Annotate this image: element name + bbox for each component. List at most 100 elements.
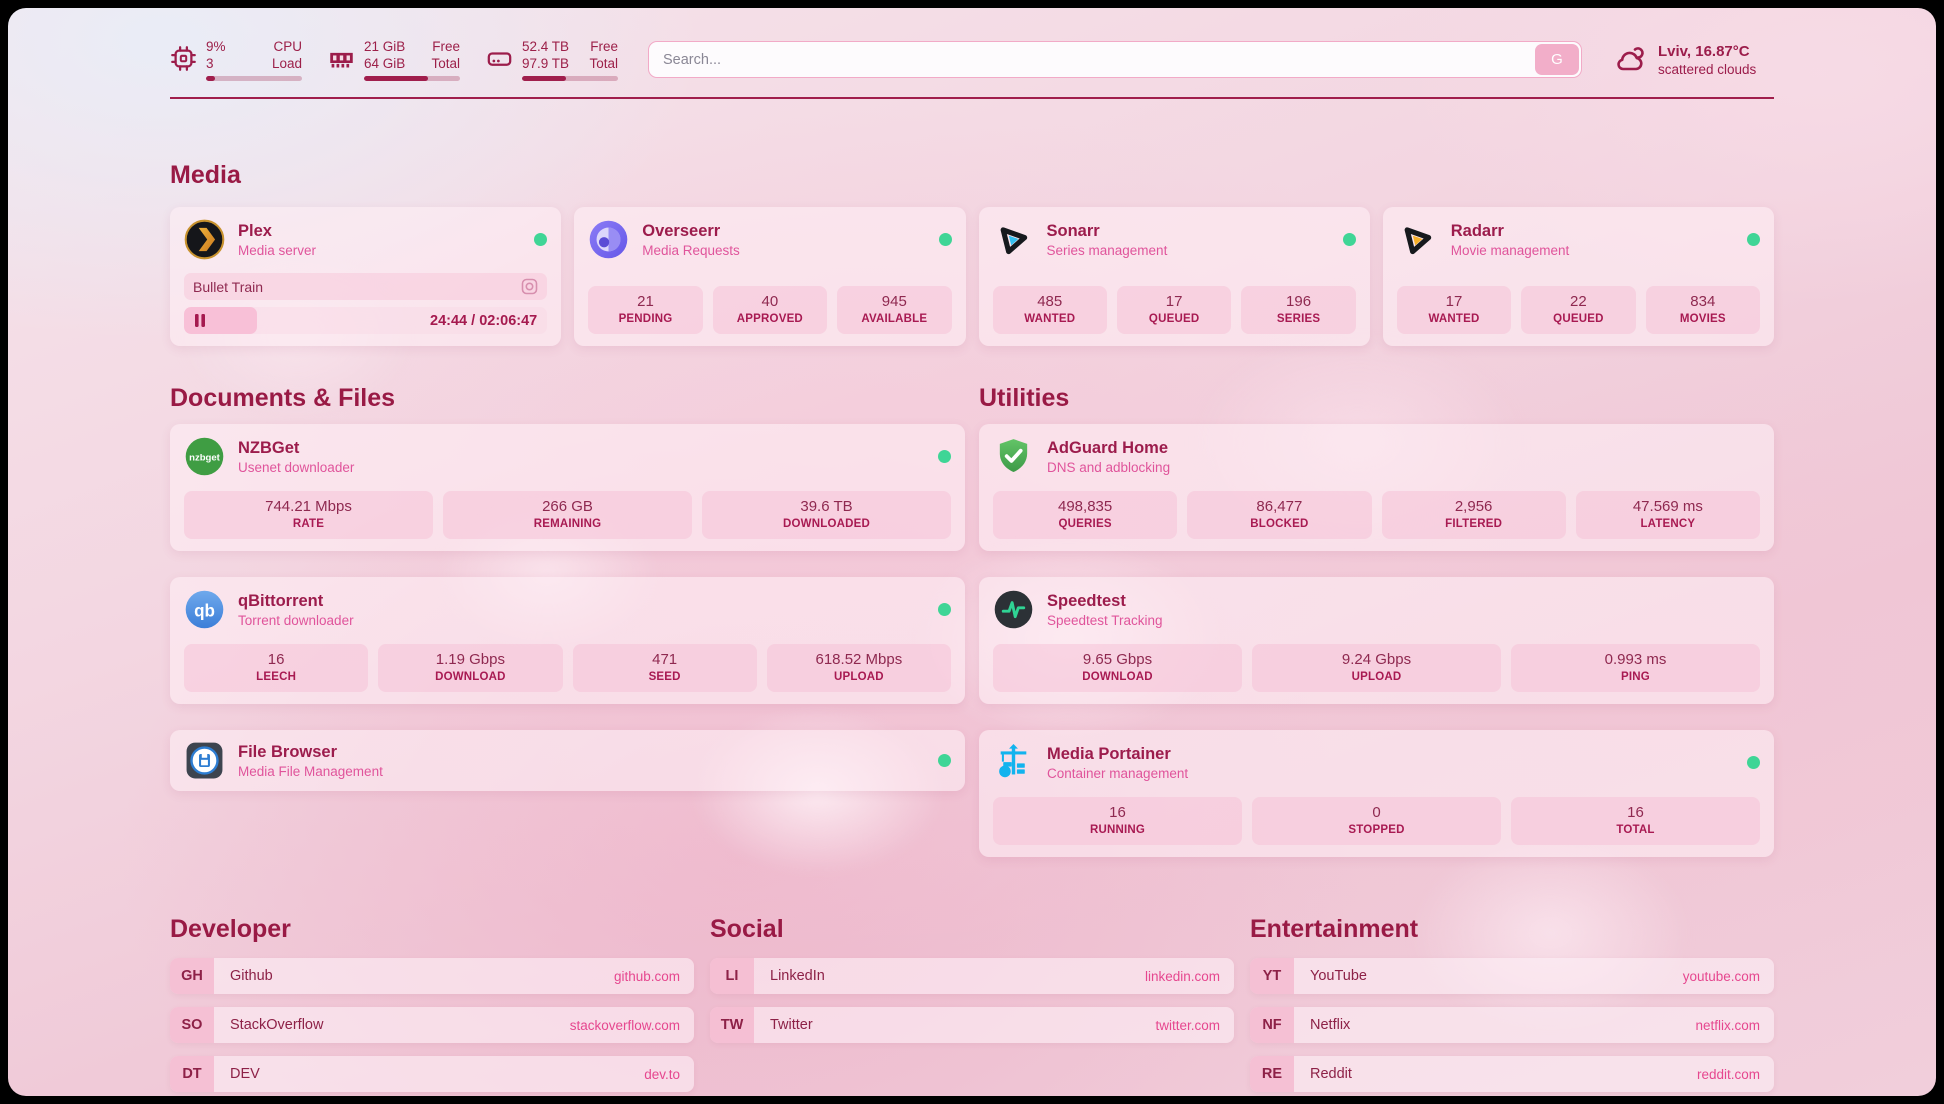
stat-available: 945 AVAILABLE [837, 286, 952, 334]
app-card-overseerr[interactable]: Overseerr Media Requests 21 PENDING 40 A… [574, 207, 966, 346]
app-description: Media File Management [238, 763, 383, 779]
total-label: Total [589, 56, 618, 71]
link-github[interactable]: GH Github github.com [170, 958, 694, 994]
app-description: Movie management [1450, 242, 1570, 258]
ram-metric-widget: 21 GiB 64 GiB Free Total [328, 38, 460, 81]
stat-stopped: 0 STOPPED [1252, 797, 1501, 845]
app-card-radarr[interactable]: Radarr Movie management 17 WANTED 22 QUE… [1382, 207, 1774, 346]
app-description: Container management [1047, 765, 1189, 781]
stat-leech: 16 LEECH [184, 644, 369, 692]
link-reddit[interactable]: RE Reddit reddit.com [1250, 1056, 1774, 1092]
link-netflix[interactable]: NF Netflix netflix.com [1250, 1007, 1774, 1043]
link-badge: DT [170, 1056, 214, 1092]
link-linkedin[interactable]: LI LinkedIn linkedin.com [710, 958, 1234, 994]
stat-blocked: 86,477 BLOCKED [1187, 491, 1372, 539]
playback-progress-bar[interactable]: 24:44 / 02:06:47 [184, 307, 548, 334]
status-dot [1747, 756, 1760, 769]
ram-free-value: 21 GiB [364, 39, 406, 54]
link-dev[interactable]: DT DEV dev.to [170, 1056, 694, 1092]
system-metrics: 9% 3 CPU Load [170, 38, 618, 81]
weather-location-temp: Lviv, 16.87°C [1658, 42, 1750, 60]
app-description: Media Requests [642, 242, 740, 258]
link-name: DEV [230, 1066, 260, 1082]
link-stackoverflow[interactable]: SO StackOverflow stackoverflow.com [170, 1007, 694, 1043]
weather-widget: Lviv, 16.87°C scattered clouds [1614, 42, 1774, 78]
cpu-label: CPU [273, 39, 302, 54]
stat-seed: 471 SEED [572, 644, 757, 692]
app-card-speedtest[interactable]: Speedtest Speedtest Tracking 9.65 Gbps D… [979, 577, 1774, 704]
ram-icon [328, 45, 355, 72]
link-url: dev.to [644, 1066, 680, 1082]
status-dot [534, 233, 548, 246]
total-label: Total [431, 56, 460, 71]
section-title-developer: Developer [170, 915, 291, 943]
app-card-nzbget[interactable]: nzbget NZBGet Usenet downloader 744.21 M… [170, 424, 965, 551]
cpu-usage-value: 9% [206, 39, 226, 54]
section-title-entertainment: Entertainment [1250, 915, 1419, 943]
now-playing-title: Bullet Train [193, 278, 264, 295]
stat-wanted: 17 WANTED [1396, 286, 1512, 334]
svg-text:qb: qb [194, 601, 215, 620]
disk-metric-widget: 52.4 TB 97.9 TB Free Total [486, 38, 618, 81]
free-label: Free [590, 39, 618, 54]
nzbget-icon: nzbget [184, 436, 225, 477]
link-name: StackOverflow [230, 1017, 324, 1033]
app-name: Media Portainer [1047, 744, 1171, 763]
status-dot [938, 233, 952, 246]
cpu-progress-bar [206, 76, 302, 81]
now-playing-media-icon [521, 278, 538, 295]
pause-button[interactable] [184, 307, 214, 334]
app-card-filebrowser[interactable]: File Browser Media File Management [170, 730, 965, 791]
app-card-adguard[interactable]: AdGuard Home DNS and adblocking 498,835 … [979, 424, 1774, 551]
link-badge: SO [170, 1007, 214, 1043]
cloud-icon [1614, 45, 1648, 75]
app-card-plex[interactable]: Plex Media server Bullet Train [170, 207, 562, 346]
adguard-icon [993, 436, 1034, 477]
stat-series: 196 SERIES [1241, 286, 1356, 334]
disk-total-value: 97.9 TB [522, 56, 570, 71]
weather-condition: scattered clouds [1658, 61, 1757, 77]
stat-remaining: 266 GB REMAINING [443, 491, 692, 539]
link-name: LinkedIn [770, 968, 825, 984]
app-name: Plex [238, 221, 272, 240]
search-engine-button[interactable]: G [1535, 44, 1579, 75]
filebrowser-icon [184, 740, 225, 781]
radarr-icon [1397, 219, 1438, 260]
stat-upload: 618.52 Mbps UPLOAD [766, 644, 951, 692]
status-dot [1342, 233, 1356, 246]
search-input[interactable] [648, 41, 1582, 78]
disk-progress-bar [522, 76, 618, 81]
app-description: DNS and adblocking [1047, 459, 1171, 475]
app-card-sonarr[interactable]: Sonarr Series management 485 WANTED 17 Q… [978, 207, 1370, 346]
status-dot [1747, 233, 1760, 246]
status-dot [938, 450, 951, 463]
svg-text:nzbget: nzbget [189, 452, 221, 463]
link-name: YouTube [1310, 968, 1367, 984]
stat-queued: 17 QUEUED [1116, 286, 1232, 334]
cpu-labels: CPU Load [272, 38, 302, 72]
stat-download: 9.65 Gbps DOWNLOAD [993, 644, 1242, 692]
app-description: Usenet downloader [238, 459, 355, 475]
stat-pending: 21 PENDING [588, 286, 703, 334]
social-section: Social LI LinkedIn linkedin.com TW Twitt… [710, 915, 1234, 1092]
qbittorrent-icon: qb [184, 589, 225, 630]
link-badge: GH [170, 958, 214, 994]
link-name: Github [230, 968, 273, 984]
ram-values: 21 GiB 64 GiB [364, 38, 405, 72]
section-title-social: Social [710, 915, 784, 943]
app-card-qbittorrent[interactable]: qb qBittorrent Torrent downloader 16 LEE… [170, 577, 965, 704]
plex-icon [184, 219, 225, 260]
stat-ping: 0.993 ms PING [1511, 644, 1760, 692]
disk-free-value: 52.4 TB [522, 39, 570, 54]
free-label: Free [432, 39, 460, 54]
link-badge: NF [1250, 1007, 1294, 1043]
link-name: Twitter [770, 1017, 813, 1033]
disk-icon [486, 45, 513, 72]
link-twitter[interactable]: TW Twitter twitter.com [710, 1007, 1234, 1043]
top-bar: 9% 3 CPU Load [170, 8, 1774, 81]
section-title-documents: Documents & Files [170, 384, 396, 412]
sonarr-icon [993, 219, 1034, 260]
app-card-portainer[interactable]: Media Portainer Container management 16 … [979, 730, 1774, 857]
link-youtube[interactable]: YT YouTube youtube.com [1250, 958, 1774, 994]
link-url: linkedin.com [1144, 968, 1220, 984]
